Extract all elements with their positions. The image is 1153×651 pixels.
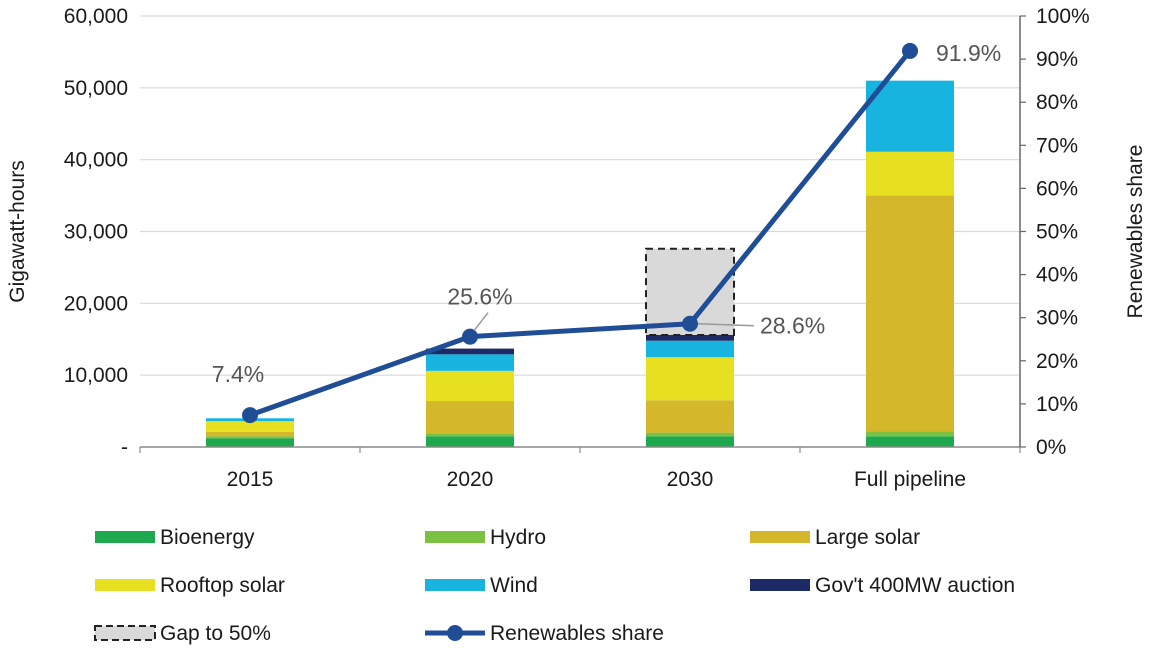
y2-tick-label: 40% — [1036, 264, 1078, 287]
bar-large-solar — [866, 195, 954, 432]
y-axis-title: Gigawatt-hours — [6, 160, 29, 302]
bar-hydro — [646, 432, 734, 437]
bar-large-solar — [646, 400, 734, 433]
y2-tick-label: 0% — [1036, 436, 1066, 459]
bar-wind — [866, 80, 954, 152]
y2-tick-label: 100% — [1036, 5, 1090, 28]
data-label-leader — [473, 312, 489, 332]
bar-rooftop-solar — [426, 370, 514, 402]
legend-renewables-share-marker — [447, 625, 463, 641]
x-tick-label: 2030 — [667, 468, 714, 491]
bar-bioenergy — [426, 436, 514, 447]
y2-tick-label: 90% — [1036, 48, 1078, 71]
legend-large-solar-label: Large solar — [815, 526, 920, 549]
data-label-leader — [697, 322, 755, 327]
legend-gov-t-400mw-auction-swatch — [750, 579, 810, 591]
y2-axis-title: Renewables share — [1124, 145, 1147, 319]
gridlines — [140, 15, 1020, 448]
legend-wind-swatch — [425, 579, 485, 591]
legend-large-solar-swatch — [750, 531, 810, 543]
legend-gap-to-50-label: Gap to 50% — [160, 622, 271, 645]
bar-gov-t-400mw-auction — [426, 348, 514, 355]
bar-hydro — [206, 436, 294, 439]
legend-bioenergy-label: Bioenergy — [160, 526, 255, 549]
renewables-share-point — [462, 328, 478, 345]
y-tick-label: - — [121, 436, 128, 459]
legend-renewables-share-label: Renewables share — [490, 622, 664, 645]
legend-wind-label: Wind — [490, 574, 538, 597]
renewables-share-point — [682, 315, 698, 332]
y2-tick-label: 10% — [1036, 393, 1078, 416]
share-data-label: 25.6% — [447, 284, 512, 310]
legend-hydro-label: Hydro — [490, 526, 546, 549]
renewables-share-point — [902, 42, 918, 59]
bar-bioenergy — [646, 436, 734, 447]
y-tick-label: 10,000 — [64, 364, 128, 387]
bar-rooftop-solar — [206, 421, 294, 432]
y-tick-label: 30,000 — [64, 221, 128, 244]
share-data-label: 7.4% — [212, 361, 264, 387]
bar-rooftop-solar — [646, 357, 734, 401]
share-line: 7.4% 25.6% 28.6% 91.9% — [212, 40, 1001, 424]
y2-tick-label: 50% — [1036, 221, 1078, 244]
y2-tick-label: 60% — [1036, 177, 1078, 200]
bar-wind — [426, 354, 514, 371]
axes: - 10,000 20,000 30,000 40,000 50,000 60,000 0% 1… — [6, 5, 1147, 491]
y-tick-label: 60,000 — [64, 5, 128, 28]
bar-large-solar — [206, 431, 294, 437]
legend-gov-t-400mw-auction-label: Gov't 400MW auction — [815, 574, 1015, 597]
bar-gov-t-400mw-auction — [646, 334, 734, 341]
x-tick-label: 2015 — [227, 468, 274, 491]
y-tick-label: 40,000 — [64, 149, 128, 172]
bar-hydro — [426, 433, 514, 437]
legend: Bioenergy Hydro Large solar Rooftop solar Wi… — [94, 526, 1015, 645]
renewables-share-point — [242, 407, 258, 424]
legend-rooftop-solar-swatch — [95, 579, 155, 591]
legend-rooftop-solar-label: Rooftop solar — [160, 574, 285, 597]
bar-gap-to-50 — [645, 247, 735, 336]
bar-bioenergy — [866, 436, 954, 447]
bar-rooftop-solar — [866, 151, 954, 196]
y2-tick-label: 20% — [1036, 350, 1078, 373]
legend-bioenergy-swatch — [95, 531, 155, 543]
bar-wind — [646, 340, 734, 358]
bars — [206, 80, 954, 447]
bar-hydro — [866, 431, 954, 437]
x-tick-label: 2020 — [447, 468, 494, 491]
y2-tick-label: 70% — [1036, 134, 1078, 157]
y2-tick-label: 80% — [1036, 91, 1078, 114]
y2-tick-label: 30% — [1036, 307, 1078, 330]
bar-bioenergy — [206, 438, 294, 447]
legend-hydro-swatch — [425, 531, 485, 543]
share-data-label: 91.9% — [936, 40, 1001, 66]
share-data-label: 28.6% — [760, 313, 825, 339]
renewables-share-line — [249, 49, 912, 418]
x-tick-label: Full pipeline — [854, 468, 966, 491]
legend-gap-to-50-swatch — [94, 625, 156, 641]
y-tick-label: 20,000 — [64, 292, 128, 315]
y-tick-label: 50,000 — [64, 77, 128, 100]
bar-large-solar — [426, 401, 514, 434]
